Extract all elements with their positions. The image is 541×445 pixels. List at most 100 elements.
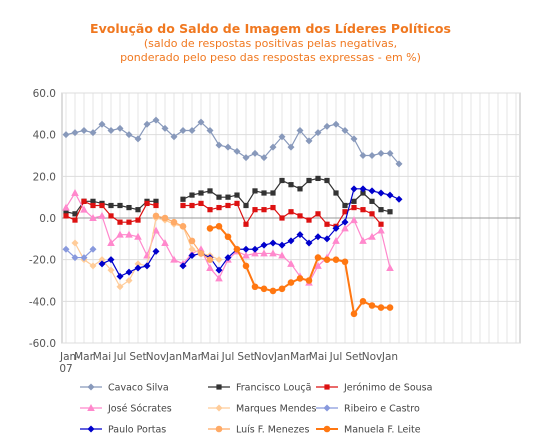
data-point — [116, 124, 124, 132]
data-point — [233, 147, 241, 155]
series-5 — [62, 245, 97, 262]
data-point — [125, 131, 133, 139]
data-point — [278, 241, 286, 249]
data-point — [189, 202, 195, 209]
data-point — [332, 236, 340, 244]
data-point — [116, 283, 124, 291]
legend-marker — [87, 425, 95, 433]
data-point — [116, 230, 124, 238]
data-point — [279, 177, 285, 184]
data-point — [161, 239, 169, 246]
data-point — [153, 202, 159, 209]
data-point — [81, 198, 87, 204]
data-point — [332, 256, 340, 263]
series-8 — [206, 223, 394, 318]
data-point — [134, 135, 142, 143]
data-point — [135, 207, 141, 213]
legend-entry: Marques Mendes — [208, 404, 317, 415]
data-point — [333, 190, 339, 196]
chart-subtitle-line-2: ponderado pelo peso das respostas expres… — [120, 51, 421, 64]
data-point — [225, 202, 231, 209]
legend-marker — [215, 404, 223, 412]
x-tick-label: Mai — [201, 351, 219, 363]
data-point — [98, 256, 106, 264]
data-point — [71, 129, 79, 137]
data-point — [251, 249, 259, 257]
data-point — [117, 219, 123, 225]
data-point — [368, 152, 376, 159]
legend-label: Manuela F. Leite — [344, 425, 421, 436]
y-tick-label: -40.0 — [29, 296, 56, 308]
data-point — [188, 127, 196, 134]
data-point — [215, 223, 223, 230]
data-point — [378, 207, 384, 213]
x-tick-label: Set — [345, 351, 362, 363]
data-point — [243, 221, 249, 227]
data-point — [369, 211, 375, 217]
data-point — [233, 245, 241, 253]
data-point — [359, 298, 367, 305]
data-point — [89, 214, 97, 221]
data-point — [225, 194, 231, 200]
data-point — [351, 204, 357, 211]
data-point — [260, 249, 268, 257]
legend-marker — [323, 425, 331, 433]
data-point — [305, 137, 313, 145]
legend-marker — [215, 425, 223, 433]
data-point — [288, 209, 294, 215]
data-point — [98, 120, 106, 128]
x-tick-label: Set — [237, 351, 254, 363]
data-point — [80, 205, 88, 213]
data-point — [296, 275, 304, 282]
data-point — [234, 192, 240, 198]
data-point — [234, 200, 240, 207]
data-point — [368, 302, 376, 309]
data-point — [341, 218, 349, 226]
data-point — [261, 207, 267, 213]
data-point — [350, 310, 358, 318]
data-point — [270, 204, 276, 211]
data-point — [251, 283, 259, 291]
data-point — [180, 196, 186, 202]
legend-entry: Jerónimo de Sousa — [316, 383, 432, 394]
data-point — [359, 185, 367, 193]
x-tick-label: Set — [129, 351, 146, 363]
data-point — [143, 262, 151, 270]
legend-label: José Sócrates — [107, 404, 172, 415]
data-point — [117, 202, 123, 209]
x-tick-label: Mar — [74, 351, 94, 363]
data-point — [323, 256, 331, 263]
data-point — [360, 190, 366, 196]
data-point — [206, 127, 214, 134]
data-point — [306, 217, 312, 223]
data-point — [386, 264, 394, 271]
data-point — [305, 239, 313, 247]
data-point — [161, 124, 169, 132]
data-point — [153, 198, 159, 204]
data-point — [332, 120, 340, 128]
x-tick-label: Nov — [254, 351, 275, 363]
data-point — [216, 194, 222, 200]
x-tick-label: Mai — [309, 351, 327, 363]
data-point — [89, 245, 97, 253]
data-point — [188, 245, 196, 253]
legend-marker — [323, 404, 331, 412]
chart-subtitle-line-1: (saldo de respostas positivas pelas nega… — [143, 37, 398, 50]
x-tick-label: Jul — [329, 351, 343, 363]
y-tick-label: 40.0 — [33, 130, 56, 142]
data-point — [288, 182, 294, 188]
data-point — [315, 211, 321, 217]
x-tick-label: Mar — [290, 351, 310, 363]
data-point — [314, 129, 322, 137]
data-point — [224, 233, 232, 241]
data-point — [342, 209, 348, 215]
x-tick-label: 07 — [59, 363, 72, 375]
data-point — [260, 285, 268, 293]
data-point — [224, 143, 232, 151]
data-point — [170, 133, 178, 141]
series-7 — [152, 212, 214, 263]
data-point — [80, 127, 88, 134]
data-point — [269, 239, 277, 247]
data-point — [63, 209, 69, 215]
data-point — [324, 177, 330, 184]
